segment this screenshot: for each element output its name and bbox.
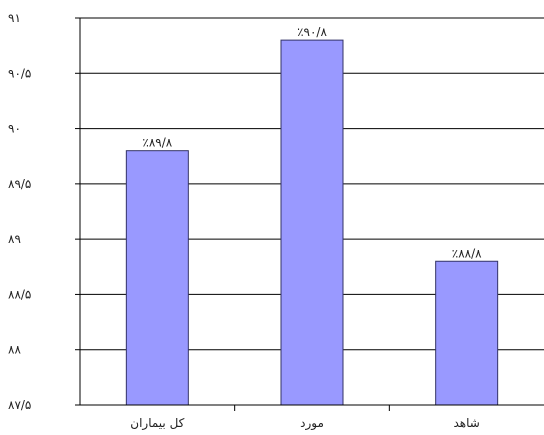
x-axis-ticks: کل بیماران مورد شاهد	[130, 405, 480, 431]
x-category-label: شاهد	[453, 416, 479, 430]
y-axis-ticks: ۸۷/۵ ۸۸ ۸۸/۵ ۸۹ ۸۹/۵ ۹۰ ۹۰/۵ ۹۱	[8, 11, 80, 412]
y-tick-label: ۹۰/۵	[8, 66, 31, 80]
bar	[435, 260, 499, 406]
bar-data-label: ٪۸۹/۸	[142, 136, 172, 150]
x-category-label: کل بیماران	[130, 416, 184, 431]
bar-data-label: ٪۸۸/۸	[452, 246, 482, 260]
y-tick-label: ۸۸	[8, 343, 21, 357]
bar	[125, 150, 189, 406]
y-tick-label: ۹۰	[8, 122, 21, 136]
y-tick-label: ۹۱	[8, 11, 21, 25]
y-tick-label: ۸۷/۵	[8, 398, 31, 412]
y-tick-label: ۸۹/۵	[8, 177, 31, 191]
bars: ٪۸۹/۸ ٪۹۰/۸ ٪۸۸/۸	[125, 25, 499, 406]
bar	[280, 39, 344, 406]
y-tick-label: ۸۸/۵	[8, 287, 31, 301]
y-tick-label: ۸۹	[8, 232, 21, 246]
bar-data-label: ٪۹۰/۸	[297, 25, 327, 39]
x-category-label: مورد	[300, 416, 324, 431]
